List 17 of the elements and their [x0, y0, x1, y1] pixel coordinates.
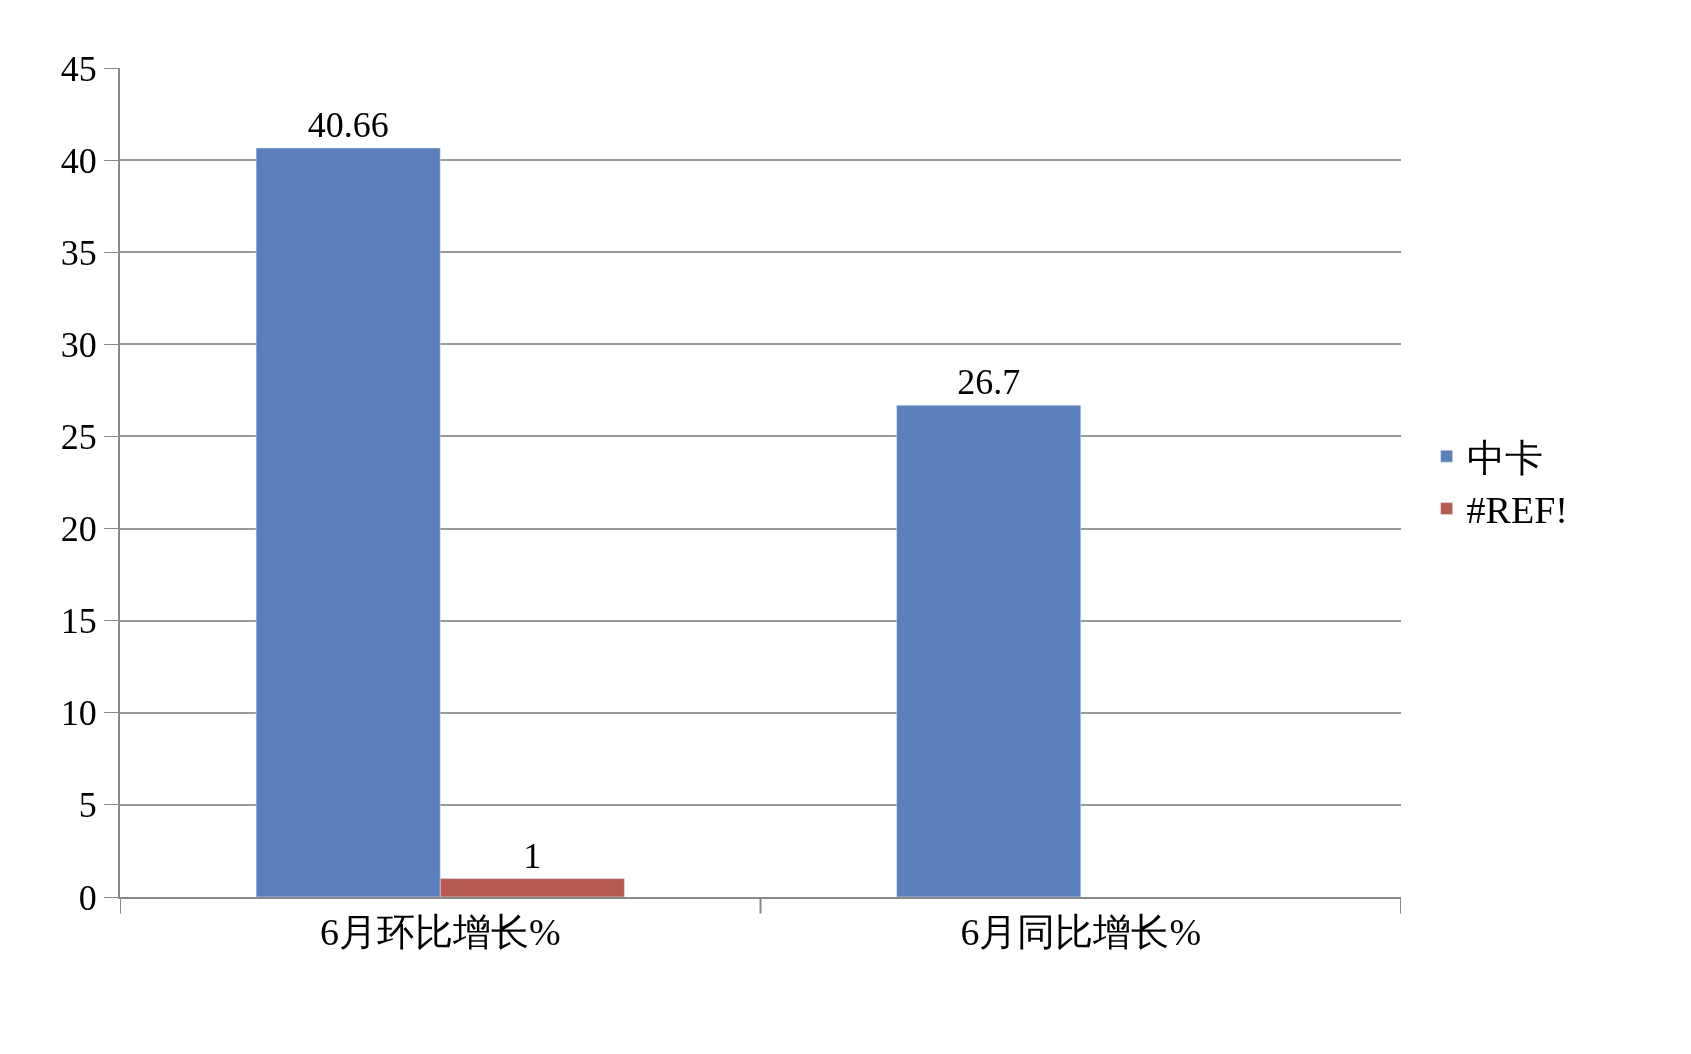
data-label: 26.7	[957, 362, 1021, 403]
x-tick-label: 6月同比增长%	[960, 910, 1202, 953]
y-tick-label: 30	[60, 324, 97, 365]
y-tick-label: 0	[78, 877, 97, 918]
x-tick-label: 6月环比增长%	[319, 910, 561, 953]
y-tick-label: 40	[60, 140, 97, 181]
legend-label: 中卡	[1466, 437, 1543, 480]
data-label: 40.66	[307, 104, 389, 145]
y-tick-label: 10	[60, 693, 97, 734]
y-tick-label: 15	[60, 601, 97, 642]
y-tick-label: 20	[60, 509, 97, 550]
y-tick-label: 35	[60, 232, 97, 273]
legend-label: #REF!	[1466, 489, 1568, 532]
y-tick-label: 45	[60, 48, 97, 89]
y-tick-label: 25	[60, 417, 97, 458]
y-tick-label: 5	[78, 785, 97, 826]
data-label: 1	[523, 835, 542, 876]
